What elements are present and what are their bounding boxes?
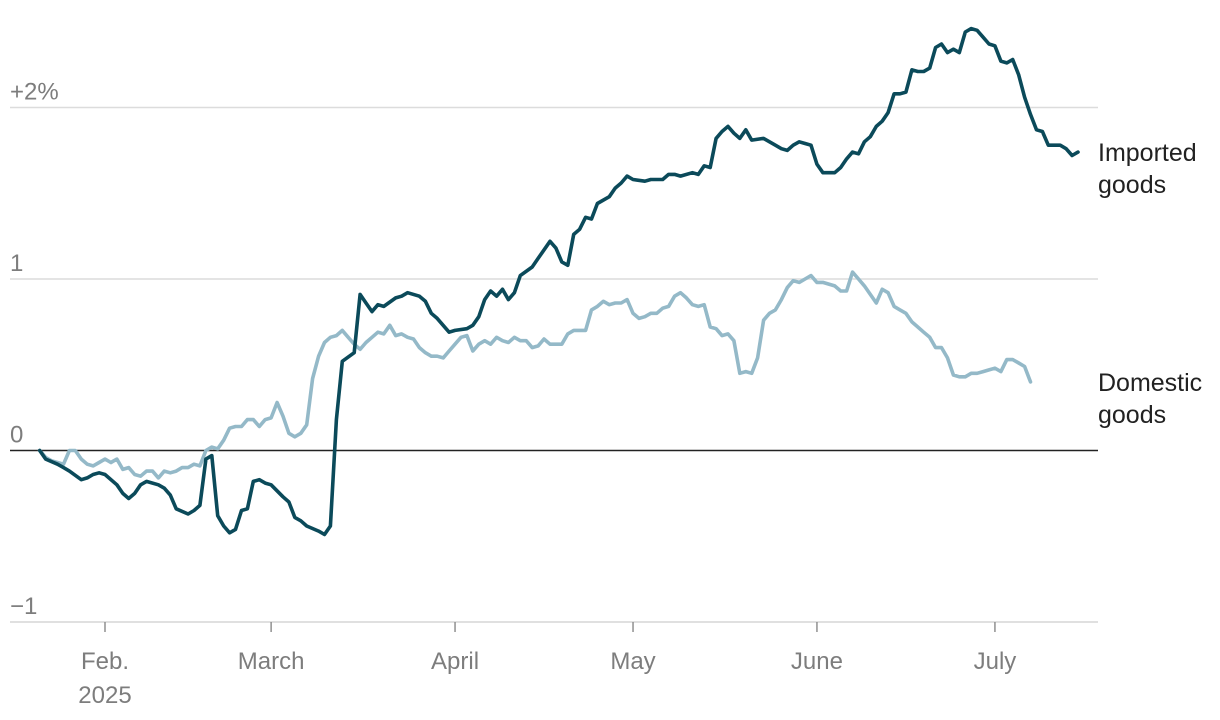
y-tick-label: −1 bbox=[10, 593, 37, 620]
x-tick-label: March bbox=[238, 648, 305, 675]
series-lines bbox=[37, 26, 1080, 537]
series-label-imported-goods: Imported goods bbox=[1098, 139, 1197, 199]
x-tick-sublabel: 2025 bbox=[78, 682, 131, 709]
y-tick-label: 0 bbox=[10, 422, 23, 449]
y-axis-tick-labels: +2% 1 0 −1 bbox=[10, 79, 59, 621]
x-tick-label: April bbox=[431, 648, 479, 675]
x-tick-label: Feb. bbox=[81, 648, 129, 675]
gridlines bbox=[10, 106, 1098, 623]
x-axis: Feb. 2025 March April May June July bbox=[10, 621, 1098, 709]
y-tick-label: +2% bbox=[10, 79, 59, 106]
x-tick-label: May bbox=[610, 648, 655, 675]
series-label-domestic-goods: Domestic goods bbox=[1098, 369, 1202, 429]
y-tick-label: 1 bbox=[10, 250, 23, 277]
x-tick-label: June bbox=[791, 648, 843, 675]
series-line-domestic-goods bbox=[37, 270, 1033, 480]
series-labels: Imported goods Domestic goods bbox=[1098, 139, 1202, 429]
series-line-imported-goods bbox=[37, 26, 1080, 537]
x-tick-label: July bbox=[974, 648, 1017, 675]
